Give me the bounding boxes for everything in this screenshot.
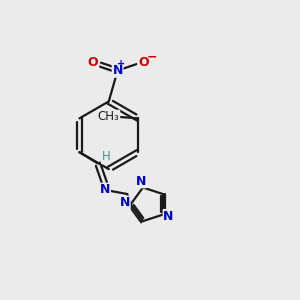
Text: N: N	[163, 210, 174, 223]
Text: O: O	[138, 56, 148, 69]
Text: O: O	[88, 56, 98, 69]
Text: N: N	[136, 175, 147, 188]
Text: N: N	[120, 196, 130, 209]
Text: N: N	[112, 64, 123, 77]
Text: CH₃: CH₃	[98, 110, 119, 123]
Text: H: H	[102, 150, 110, 164]
Text: N: N	[100, 183, 110, 196]
Text: −: −	[146, 50, 157, 64]
Text: +: +	[117, 59, 125, 69]
